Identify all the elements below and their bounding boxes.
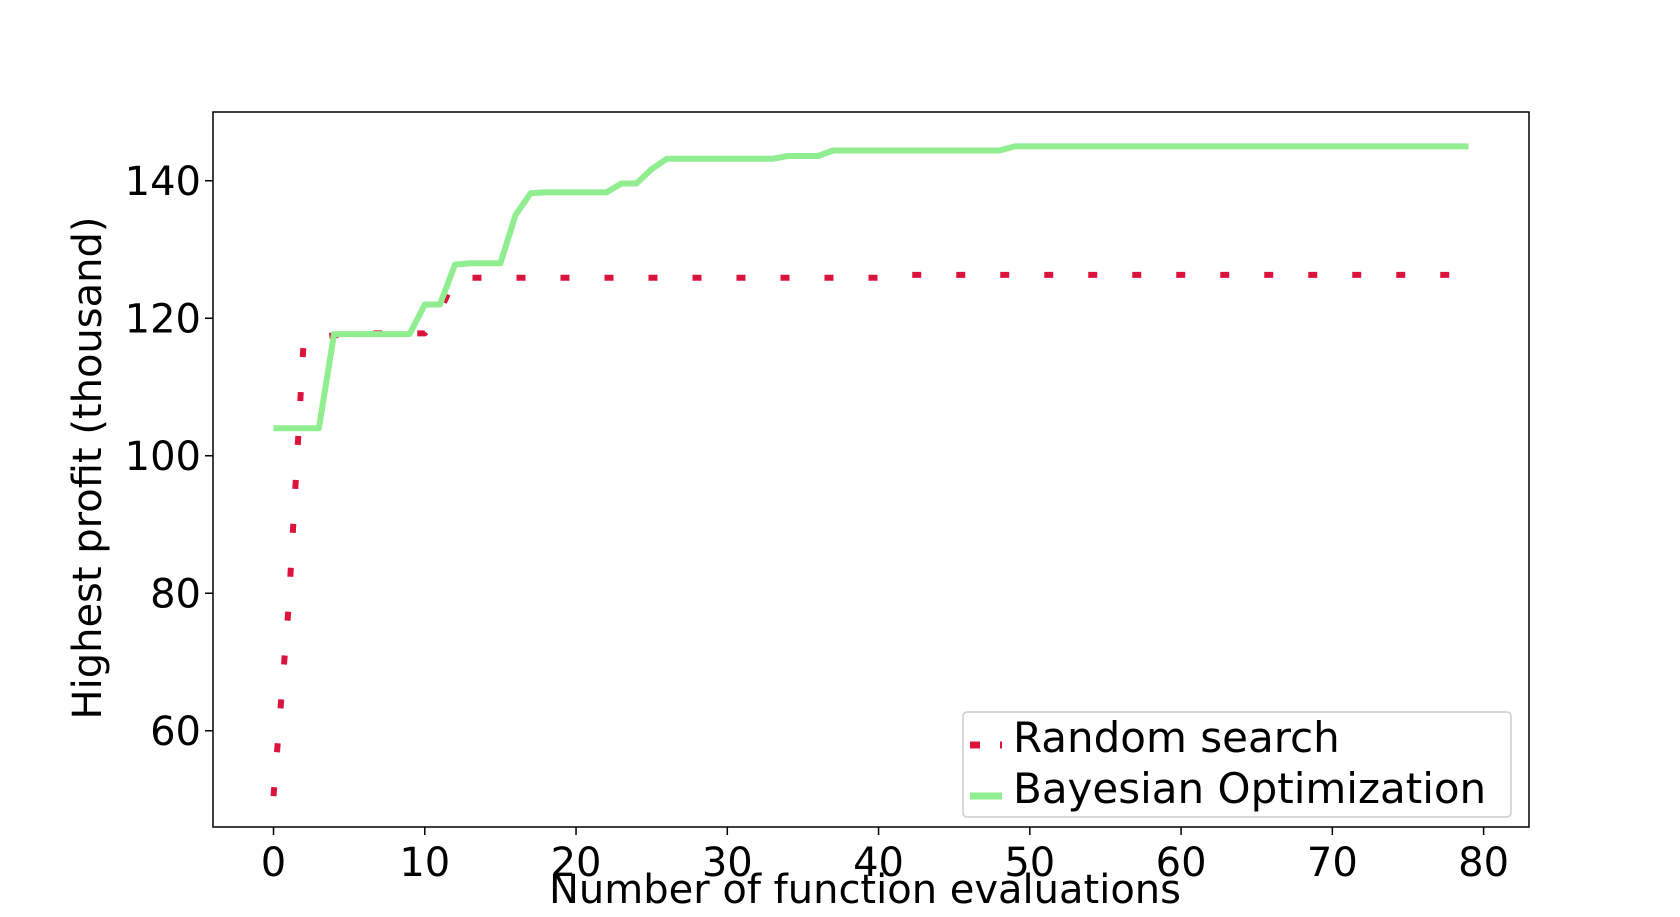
y-tick-label: 80	[150, 571, 201, 617]
plot-area-frame	[212, 111, 1530, 828]
x-tick-label: 50	[1004, 840, 1055, 886]
x-tick-label: 80	[1458, 840, 1509, 886]
series-layer	[270, 143, 1469, 797]
x-tick-label: 10	[399, 840, 450, 886]
y-tick-label: 140	[125, 159, 201, 205]
x-tick-label: 40	[853, 840, 904, 886]
legend-label-random-search: Random search	[1013, 713, 1340, 762]
x-axis-label: Number of function evaluations	[549, 867, 1181, 913]
x-tick-label: 0	[261, 840, 286, 886]
y-axis-label: Highest profit (thousand)	[65, 217, 111, 720]
x-axis-ticks: 0 10 20 30 40 50 60 70 80	[261, 827, 1509, 886]
legend-label-bayesian-optimization: Bayesian Optimization	[1013, 764, 1486, 813]
y-tick-label: 60	[150, 709, 201, 755]
series-line-bayesian-optimization	[273, 143, 1469, 432]
y-tick-label: 100	[125, 434, 201, 480]
x-tick-label: 20	[551, 840, 602, 886]
x-tick-label: 70	[1307, 840, 1358, 886]
legend-box	[962, 711, 1512, 818]
legend: Random search Bayesian Optimization	[962, 711, 1512, 818]
y-tick-label: 120	[125, 296, 201, 342]
x-tick-label: 60	[1156, 840, 1207, 886]
x-tick-label: 30	[702, 840, 753, 886]
y-axis-ticks: 60 80 100 120 140	[125, 159, 213, 755]
